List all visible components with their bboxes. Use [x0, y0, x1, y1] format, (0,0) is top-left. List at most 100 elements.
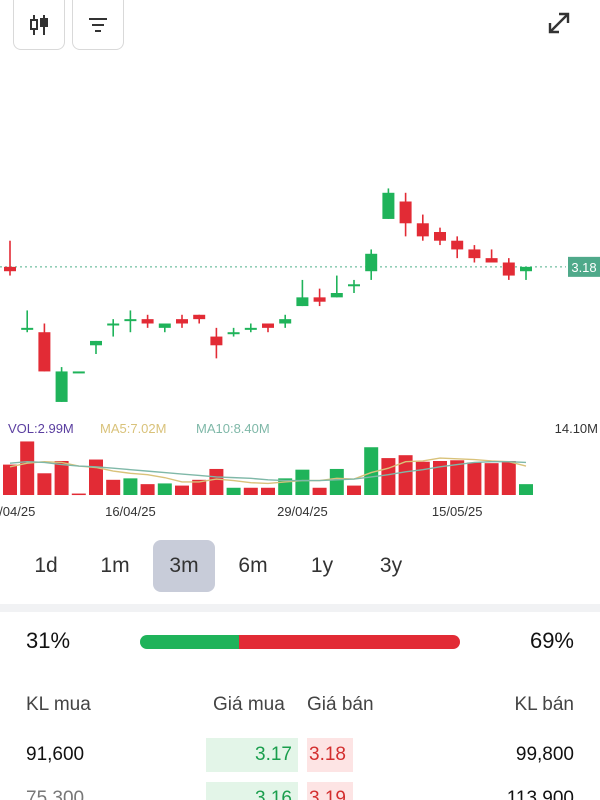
volume-bar — [329, 468, 344, 495]
tab-3m[interactable]: 3m — [153, 540, 215, 592]
candle-body — [520, 266, 532, 272]
candle-body — [399, 201, 412, 224]
ma5-line — [9, 457, 527, 485]
header-price-buy: Giá mua — [213, 694, 285, 715]
volume-bar — [37, 473, 52, 495]
candle-body — [365, 253, 378, 272]
candle-body — [158, 323, 171, 328]
price-buy-cell[interactable]: 3.17 — [206, 738, 298, 772]
price-sell-cell[interactable]: 3.18 — [307, 738, 353, 772]
buy-sell-ratio: 31% 69% — [0, 628, 600, 662]
candle-body — [72, 371, 85, 374]
filter-button[interactable] — [72, 0, 124, 50]
volume-bar — [484, 463, 499, 495]
ma5-label: MA5:7.02M — [100, 421, 166, 436]
vol-label: VOL:2.99M — [8, 421, 74, 436]
volume-bar — [381, 458, 396, 495]
volume-bar — [450, 460, 465, 495]
candle-body — [330, 293, 343, 298]
candle-body — [141, 319, 154, 324]
x-axis-label: 29/04/25 — [277, 504, 328, 519]
vol-max-label: 14.10M — [555, 421, 598, 436]
volume-bar — [312, 487, 327, 495]
order-book-header: KL mua Giá mua Giá bán KL bán — [0, 694, 600, 720]
volume-bar — [501, 460, 516, 495]
candle-body — [227, 332, 240, 335]
vol-buy-cell: 75,300 — [26, 788, 85, 800]
vol-buy-cell: 91,600 — [26, 744, 85, 765]
expand-button[interactable] — [544, 8, 574, 38]
volume-bar — [140, 484, 155, 495]
price-chart[interactable]: 3.18 VOL:2.99M MA5:7.02M MA10:8.40M 14.10M 03… — [0, 60, 600, 530]
volume-bar — [364, 447, 379, 495]
candle-body — [244, 327, 257, 330]
current-price-tag — [568, 256, 600, 277]
ma10-label: MA10:8.40M — [196, 421, 270, 436]
candle-body — [55, 371, 68, 402]
volume-bar — [433, 460, 447, 495]
candle-body — [279, 319, 292, 324]
candle-body — [107, 323, 120, 326]
candle-body — [193, 314, 206, 320]
volume-bar — [226, 487, 241, 495]
candle-body — [416, 223, 429, 237]
volume-bar — [157, 483, 172, 495]
tab-1m[interactable]: 1m — [100, 554, 130, 577]
period-tabs: 1d 1m 3m 6m 1y 3y — [0, 540, 600, 592]
candle-body — [451, 240, 464, 250]
volume-bar — [54, 460, 69, 495]
current-price-label: 3.18 — [571, 260, 596, 275]
x-axis-label: 15/05/25 — [432, 504, 483, 519]
price-sell-cell[interactable]: 3.19 — [307, 782, 353, 800]
buy-percent: 31% — [26, 628, 71, 653]
vol-sell-cell: 99,800 — [515, 744, 574, 765]
candle-body — [4, 266, 16, 272]
ma10-line — [9, 461, 527, 482]
candle-body — [262, 323, 274, 328]
candlestick-toggle-button[interactable] — [13, 0, 65, 50]
candle-body — [296, 297, 309, 307]
volume-bar — [106, 479, 121, 495]
candle-body — [124, 319, 137, 322]
order-book-row[interactable]: 75,300 3.16 3.19 113,900 — [0, 782, 600, 800]
volume-bar — [89, 459, 103, 495]
tab-1d[interactable]: 1d — [34, 554, 58, 577]
volume-bar — [347, 485, 361, 495]
volume-bar — [175, 485, 189, 495]
volume-bar — [192, 479, 207, 495]
candle-body — [348, 284, 360, 287]
tab-3y[interactable]: 3y — [379, 554, 403, 577]
candle-body — [210, 336, 223, 346]
section-divider — [0, 604, 600, 612]
tab-1y[interactable]: 1y — [310, 554, 334, 577]
header-vol-buy: KL mua — [26, 694, 91, 715]
ratio-bar-buy — [140, 635, 240, 649]
vol-sell-cell: 113,900 — [506, 788, 574, 800]
price-buy-cell[interactable]: 3.16 — [206, 782, 298, 800]
volume-bar — [71, 493, 86, 496]
order-book-row[interactable]: 91,600 3.17 3.18 99,800 — [0, 738, 600, 774]
volume-bar — [519, 484, 533, 495]
ratio-bar — [140, 635, 460, 649]
volume-bar — [261, 487, 275, 495]
volume-bar — [123, 478, 138, 495]
filter-icon — [89, 17, 107, 32]
ratio-bar-sell — [239, 635, 460, 649]
header-vol-sell: KL bán — [514, 694, 574, 715]
candlestick-chart-svg[interactable]: 3.18 VOL:2.99M MA5:7.02M MA10:8.40M 14.10M 03… — [0, 60, 600, 530]
x-axis-label: 03/04/25 — [0, 504, 35, 519]
tab-6m[interactable]: 6m — [238, 554, 268, 577]
expand-icon — [548, 12, 570, 34]
candle-body — [502, 262, 515, 276]
candle-body — [38, 332, 51, 372]
volume-bar — [415, 461, 430, 495]
candle-body — [90, 340, 102, 346]
volume-bar — [295, 469, 310, 495]
x-axis-label: 16/04/25 — [105, 504, 156, 519]
sell-percent: 69% — [529, 628, 574, 653]
candle-body — [485, 258, 498, 263]
candle-body — [382, 192, 395, 219]
candlestick-icon — [30, 14, 48, 35]
volume-bar — [398, 455, 413, 495]
header-price-sell: Giá bán — [307, 694, 374, 715]
